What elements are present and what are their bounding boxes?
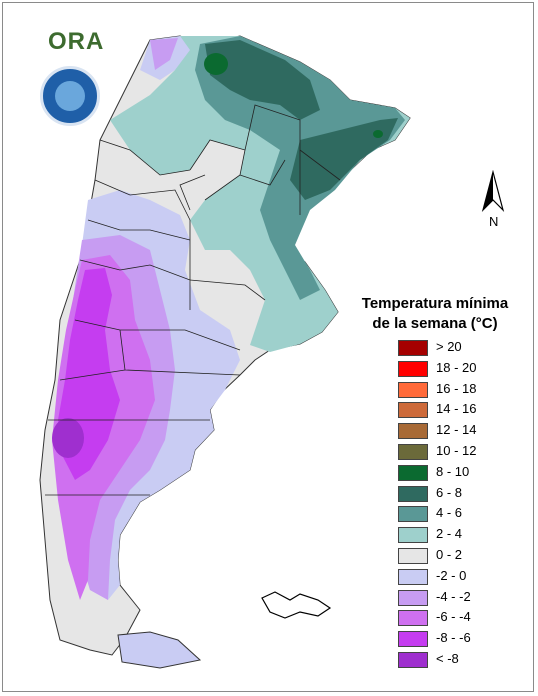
legend-title-line1: Temperatura mínima (361, 295, 509, 312)
legend-swatch (398, 610, 428, 627)
legend-swatch (398, 485, 428, 502)
smn-badge-emblem (55, 81, 85, 111)
legend-swatch (398, 464, 428, 481)
ora-logo: ORA (48, 28, 105, 55)
tierra-del-fuego (117, 631, 202, 669)
legend-label: 0 - 2 (436, 546, 463, 562)
zone-8-10-north (204, 53, 228, 75)
north-label: N (489, 214, 499, 229)
zone-below-neg8 (52, 418, 84, 458)
zone-neg4-neg2-north (150, 38, 178, 70)
islas-malvinas (261, 591, 332, 619)
legend-label: > 20 (436, 339, 462, 354)
legend-title: Temperatura mínima de la semana (°C) (340, 294, 530, 334)
legend-title-line2: de la semana (°C) (372, 315, 498, 332)
legend-label: 18 - 20 (436, 359, 477, 375)
legend-label: < -8 (436, 650, 459, 666)
legend-label: 6 - 8 (436, 484, 463, 500)
legend-swatch (398, 340, 428, 356)
legend-label: -2 - 0 (436, 567, 467, 583)
legend-swatch (398, 547, 428, 564)
north-arrow-icon (481, 170, 505, 212)
smn-badge-logo (40, 66, 100, 126)
legend-label: 4 - 6 (436, 505, 463, 521)
legend-label: 10 - 12 (436, 442, 477, 458)
zone-8-10-east (373, 130, 383, 138)
legend-swatch (398, 381, 428, 398)
legend-swatch (398, 443, 428, 460)
zone-6-8 (205, 40, 398, 200)
legend-swatch (398, 589, 428, 606)
legend-label: 14 - 16 (436, 401, 477, 417)
legend-swatch (398, 506, 428, 523)
legend-swatch (398, 631, 428, 648)
legend-label: 2 - 4 (436, 526, 463, 542)
legend-swatch (398, 423, 428, 440)
legend-swatch (398, 527, 428, 544)
legend-label: 12 - 14 (436, 422, 477, 438)
legend-label: -4 - -2 (436, 588, 471, 604)
legend-swatch (398, 402, 428, 419)
legend-swatch (398, 568, 428, 585)
legend-label: 16 - 18 (436, 380, 477, 396)
legend-label: 8 - 10 (436, 463, 470, 479)
legend-label: -6 - -4 (436, 609, 471, 625)
legend-swatch (398, 360, 428, 377)
province-boundaries (45, 104, 341, 496)
legend-label: -8 - -6 (436, 630, 471, 646)
legend-swatch (398, 651, 428, 668)
